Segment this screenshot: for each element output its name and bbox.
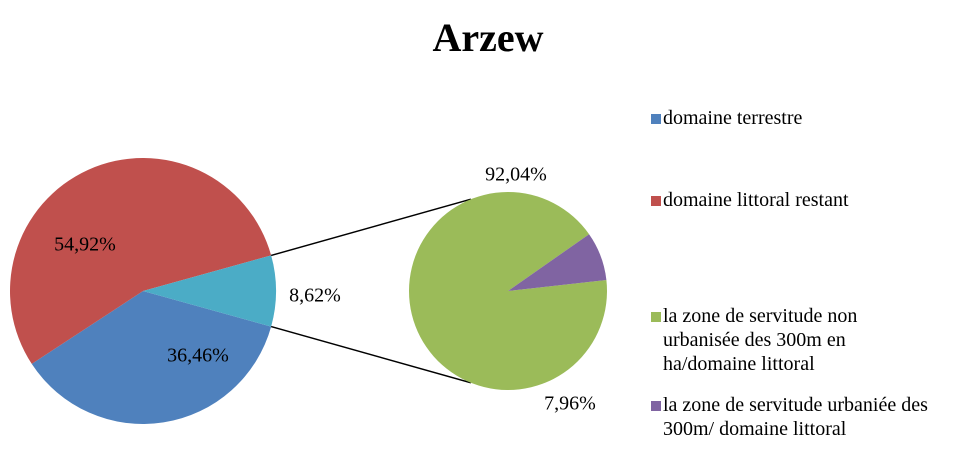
pie-slice: [31, 291, 272, 425]
legend-swatch: [651, 401, 661, 411]
data-label: 54,92%: [54, 234, 116, 256]
legend-swatch: [651, 196, 661, 206]
connector-line: [270, 325, 472, 384]
legend-item: domaine littoral restant: [651, 188, 951, 212]
data-label: 7,96%: [544, 393, 596, 415]
legend-label: la zone de servitude non urbanisée des 3…: [663, 305, 858, 375]
pie-slice: [409, 191, 607, 390]
chart-title: Arzew: [432, 15, 543, 60]
legend-label: domaine littoral restant: [663, 189, 849, 211]
data-label: 36,46%: [167, 345, 229, 367]
pie-slice: [9, 158, 272, 364]
pie-slice: [508, 234, 607, 291]
connector-line: [270, 198, 472, 257]
data-label: 92,04%: [485, 164, 547, 186]
pie-slice: [143, 255, 276, 327]
legend-item: la zone de servitude non urbanisée des 3…: [651, 304, 951, 376]
legend-swatch: [651, 114, 661, 124]
legend-item: la zone de servitude urbaniée des 300m/ …: [651, 393, 951, 441]
legend-label: la zone de servitude urbaniée des 300m/ …: [663, 394, 928, 440]
legend-label: domaine terrestre: [663, 107, 803, 129]
data-label: 8,62%: [289, 285, 341, 307]
legend-swatch: [651, 312, 661, 322]
legend-item: domaine terrestre: [651, 106, 951, 130]
